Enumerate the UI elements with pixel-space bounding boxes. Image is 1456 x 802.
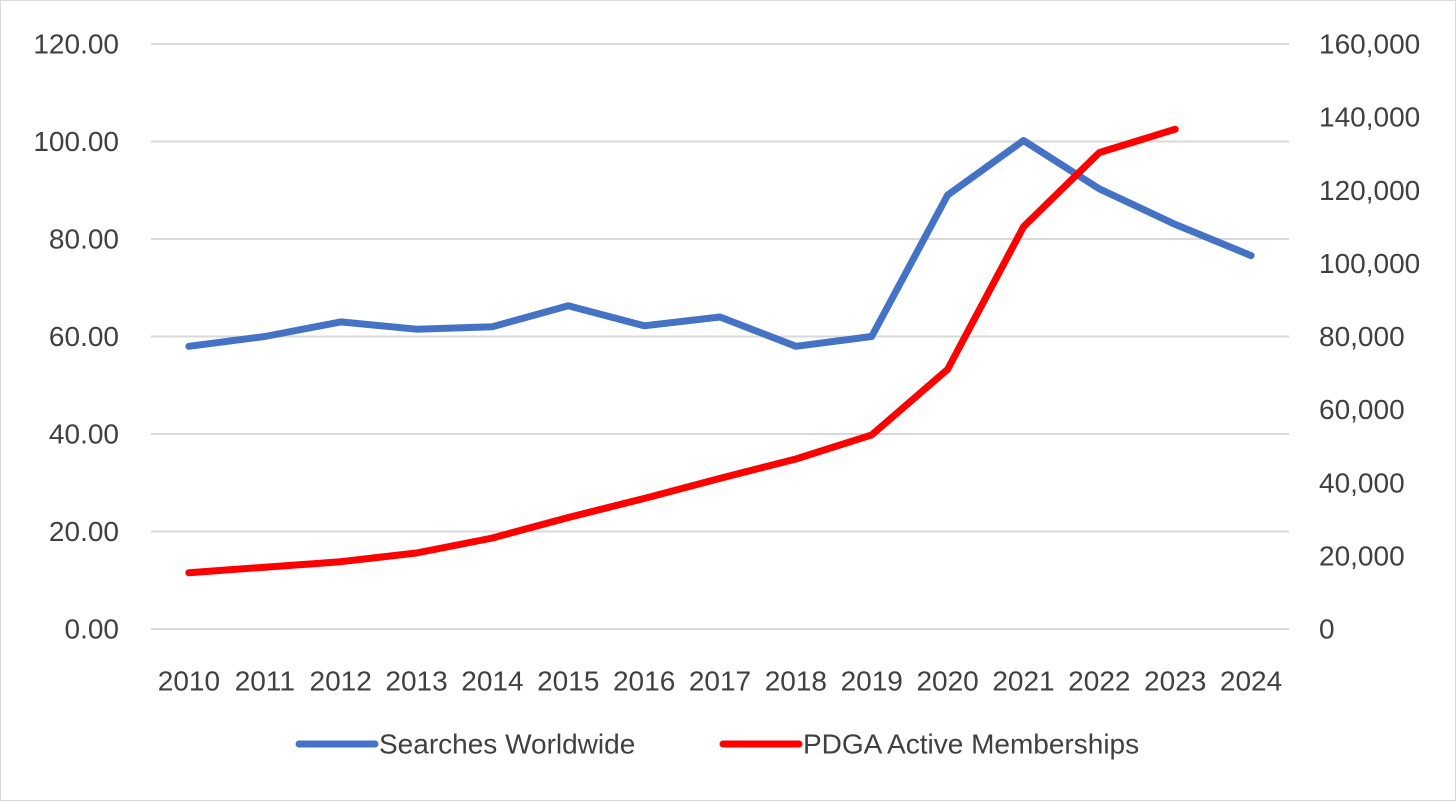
x-tick-label: 2020 — [916, 666, 978, 697]
y-left-tick-label: 20.00 — [49, 516, 119, 547]
legend-label: PDGA Active Memberships — [803, 729, 1139, 760]
y-right-tick-label: 120,000 — [1319, 175, 1420, 206]
series-lines — [185, 125, 1255, 577]
x-tick-label: 2019 — [841, 666, 903, 697]
y-right-tick-label: 160,000 — [1319, 29, 1420, 60]
y-left-tick-label: 100.00 — [33, 126, 119, 157]
x-tick-label: 2016 — [613, 666, 675, 697]
x-tick-label: 2021 — [992, 666, 1054, 697]
y-right-tick-label: 140,000 — [1319, 102, 1420, 133]
x-tick-label: 2010 — [158, 666, 220, 697]
series-line-searches-worldwide — [185, 137, 1255, 350]
x-axis: 2010 2011 2012 2013 2014 2015 2016 2017 2018 2019… — [158, 666, 1282, 697]
y-left-tick-label: 80.00 — [49, 224, 119, 255]
legend-item: Searches Worldwide — [295, 729, 635, 760]
gridlines — [151, 43, 1289, 630]
y-left-tick-label: 40.00 — [49, 419, 119, 450]
x-tick-label: 2017 — [689, 666, 751, 697]
x-tick-label: 2014 — [461, 666, 523, 697]
x-tick-label: 2024 — [1220, 666, 1282, 697]
y-axis-left: 0.00 20.00 40.00 60.00 80.00 100.00 120.00 — [33, 29, 119, 645]
y-right-tick-label: 100,000 — [1319, 248, 1420, 279]
y-left-tick-label: 120.00 — [33, 29, 119, 60]
x-tick-label: 2022 — [1068, 666, 1130, 697]
y-right-tick-label: 20,000 — [1319, 540, 1405, 571]
y-left-tick-label: 60.00 — [49, 321, 119, 352]
x-tick-label: 2015 — [537, 666, 599, 697]
x-tick-label: 2012 — [310, 666, 372, 697]
x-tick-label: 2018 — [765, 666, 827, 697]
y-right-tick-label: 60,000 — [1319, 394, 1405, 425]
legend: Searches Worldwide PDGA Active Membership… — [295, 729, 1139, 760]
y-right-tick-label: 40,000 — [1319, 467, 1405, 498]
legend-item: PDGA Active Memberships — [719, 729, 1139, 760]
x-tick-label: 2023 — [1144, 666, 1206, 697]
y-right-tick-label: 0 — [1319, 614, 1335, 645]
y-axis-right: 0 20,000 40,000 60,000 80,000 100,000 120,000 1… — [1319, 29, 1420, 645]
y-right-tick-label: 80,000 — [1319, 321, 1405, 352]
x-tick-label: 2011 — [235, 666, 295, 697]
x-tick-label: 2013 — [385, 666, 447, 697]
legend-label: Searches Worldwide — [379, 729, 635, 760]
series-line-pdga-active-memberships — [185, 125, 1179, 577]
y-left-tick-label: 0.00 — [65, 614, 120, 645]
